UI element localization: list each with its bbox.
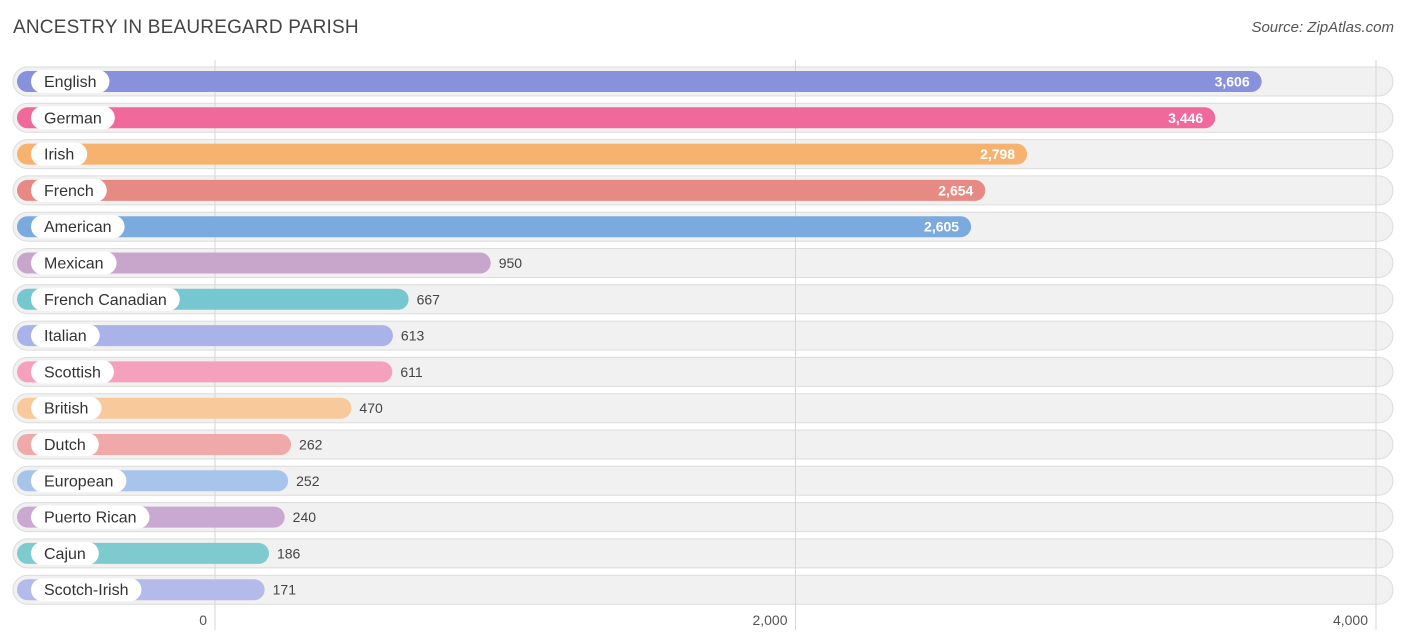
bar-row: German 3,446 xyxy=(17,106,1216,130)
category-label: English xyxy=(44,74,96,91)
category-pill xyxy=(31,469,127,493)
category-pill xyxy=(31,541,99,565)
value-label: 171 xyxy=(273,582,297,598)
category-pill xyxy=(31,142,88,166)
bar-row: Scotch-Irish 171 xyxy=(17,578,297,602)
bar-row: Italian 613 xyxy=(17,324,425,348)
category-label: British xyxy=(44,401,88,418)
category-pill xyxy=(31,251,117,275)
value-label: 2,798 xyxy=(980,146,1015,162)
value-label: 470 xyxy=(359,400,383,416)
value-label: 611 xyxy=(400,364,423,380)
category-label: Puerto Rican xyxy=(44,510,137,527)
bar xyxy=(17,179,986,201)
source-credit: Source: ZipAtlas.com xyxy=(1251,19,1394,36)
value-label: 667 xyxy=(417,291,441,307)
bar-row: Cajun 186 xyxy=(17,541,301,565)
bar xyxy=(17,71,1262,92)
category-pill xyxy=(31,578,142,602)
category-label: Dutch xyxy=(44,437,86,454)
category-label: Italian xyxy=(44,328,87,345)
bar xyxy=(17,216,972,238)
bar xyxy=(17,325,393,347)
bar-row: English 3,606 xyxy=(17,70,1262,93)
category-label: American xyxy=(44,219,112,236)
category-pill xyxy=(31,106,115,130)
row-background xyxy=(12,429,1394,460)
category-pill xyxy=(31,396,102,420)
row-background xyxy=(12,465,1394,496)
bar-row: French 2,654 xyxy=(17,178,986,202)
value-label: 3,606 xyxy=(1215,74,1250,90)
value-label: 3,446 xyxy=(1168,110,1203,126)
value-label: 262 xyxy=(299,437,323,453)
category-pill xyxy=(31,287,180,311)
category-label: Irish xyxy=(44,147,74,164)
x-axis-ticks: 0 2,000 4,000 xyxy=(199,612,1368,628)
category-pill xyxy=(31,324,100,348)
bar xyxy=(17,397,352,419)
row-background xyxy=(12,538,1394,569)
category-pill xyxy=(31,433,99,456)
category-label: German xyxy=(44,110,102,127)
value-label: 613 xyxy=(401,328,425,344)
x-tick-label: 2,000 xyxy=(752,612,787,628)
category-pill xyxy=(31,215,125,239)
value-label: 252 xyxy=(296,473,320,489)
category-label: European xyxy=(44,473,113,490)
category-label: Scotch-Irish xyxy=(44,582,128,599)
value-label: 950 xyxy=(499,255,523,271)
category-label: French xyxy=(44,183,94,200)
bar-row: Irish 2,798 xyxy=(17,142,1028,166)
category-label: French Canadian xyxy=(44,292,167,309)
value-label: 2,605 xyxy=(924,219,959,235)
bar-row: European 252 xyxy=(17,469,320,493)
bar-row: Puerto Rican 240 xyxy=(17,505,317,529)
rows-layer: English 3,606 German 3,446 Irish 2,798 French 2… xyxy=(17,70,1262,602)
bar-row: British 470 xyxy=(17,396,383,420)
bar-row: French Canadian 667 xyxy=(17,287,441,311)
bar-row: Dutch 262 xyxy=(17,433,323,456)
bar-row: American 2,605 xyxy=(17,215,972,239)
category-pill xyxy=(31,70,110,93)
category-pill xyxy=(31,178,107,202)
category-label: Scottish xyxy=(44,364,101,381)
bar xyxy=(17,143,1028,165)
bar-row: Scottish 611 xyxy=(17,360,423,384)
value-label: 186 xyxy=(277,545,301,561)
category-label: Cajun xyxy=(44,546,86,563)
category-pill xyxy=(31,505,150,529)
category-pill xyxy=(31,360,114,384)
row-background xyxy=(12,502,1394,533)
value-label: 240 xyxy=(293,509,317,525)
row-background xyxy=(12,574,1394,605)
x-tick-label: 0 xyxy=(199,612,207,628)
x-tick-label: 4,000 xyxy=(1333,612,1368,628)
bar xyxy=(17,107,1216,129)
bar-row: Mexican 950 xyxy=(17,251,523,275)
chart-title: ANCESTRY IN BEAUREGARD PARISH xyxy=(13,17,359,38)
row-background xyxy=(12,393,1394,424)
value-label: 2,654 xyxy=(938,182,973,198)
bar xyxy=(17,252,491,274)
category-label: Mexican xyxy=(44,256,104,273)
